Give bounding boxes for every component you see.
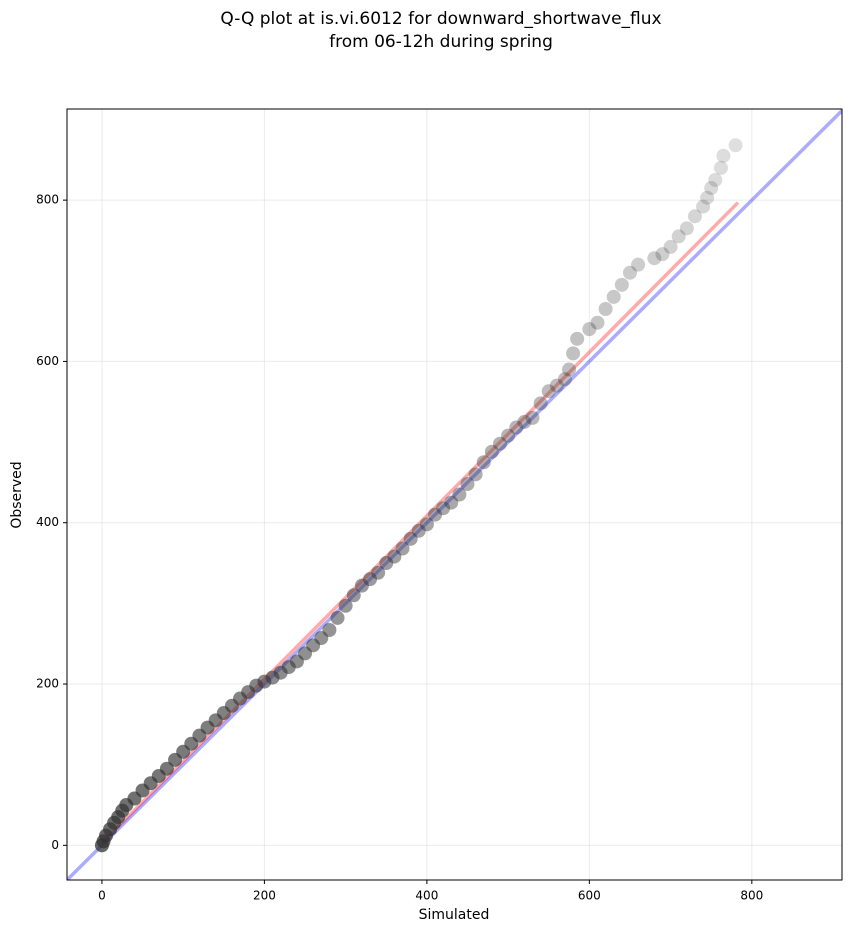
point <box>549 378 564 393</box>
y-tick-label: 400 <box>36 515 59 529</box>
point <box>679 221 694 236</box>
y-tick-label: 0 <box>51 838 59 852</box>
point <box>484 444 499 459</box>
point <box>387 549 402 564</box>
x-tick-label: 200 <box>253 889 276 903</box>
reference-line <box>67 109 842 880</box>
x-tick-label: 800 <box>740 889 763 903</box>
plot-frame <box>66 108 843 881</box>
x-tick-label: 600 <box>578 889 601 903</box>
point <box>159 761 174 776</box>
point <box>533 396 548 411</box>
point <box>428 507 443 522</box>
y-tick-label: 600 <box>36 354 59 368</box>
point <box>436 501 451 516</box>
point <box>713 160 728 175</box>
point <box>371 565 386 580</box>
point <box>338 598 353 613</box>
point <box>562 362 577 377</box>
point <box>354 578 369 593</box>
point <box>687 209 702 224</box>
point <box>566 346 581 361</box>
x-tick-label: 0 <box>98 889 106 903</box>
point <box>476 455 491 470</box>
point <box>708 172 723 187</box>
point <box>598 302 613 317</box>
point <box>570 331 585 346</box>
point <box>655 247 670 262</box>
chart-title: Q-Q plot at is.vi.6012 for downward_shor… <box>220 9 661 29</box>
reference-line <box>100 201 740 845</box>
point <box>452 487 467 502</box>
chart-title: from 06-12h during spring <box>329 32 553 52</box>
point <box>346 588 361 603</box>
y-tick-label: 200 <box>36 677 59 691</box>
point <box>631 257 646 272</box>
point <box>468 467 483 482</box>
point <box>419 517 434 532</box>
point <box>460 477 475 492</box>
point <box>557 372 572 387</box>
point <box>509 420 524 435</box>
point <box>525 410 540 425</box>
y-axis-label: Observed <box>9 461 25 528</box>
point <box>363 572 378 587</box>
point <box>501 428 516 443</box>
point <box>517 414 532 429</box>
point <box>590 315 605 330</box>
point <box>671 229 686 244</box>
point <box>647 251 662 266</box>
point <box>492 436 507 451</box>
point <box>411 523 426 538</box>
point <box>716 148 731 163</box>
point <box>728 138 743 153</box>
point <box>622 265 637 280</box>
point <box>403 531 418 546</box>
point <box>663 239 678 254</box>
point <box>582 322 597 337</box>
point <box>700 190 715 205</box>
point <box>322 622 337 637</box>
point <box>541 384 556 399</box>
point <box>704 181 719 196</box>
point <box>395 541 410 556</box>
point <box>379 556 394 571</box>
point <box>696 199 711 214</box>
plot-area <box>67 109 842 880</box>
point <box>606 289 621 304</box>
point <box>330 610 345 625</box>
point <box>444 495 459 510</box>
point <box>614 277 629 292</box>
x-tick-label: 400 <box>415 889 438 903</box>
y-tick-label: 800 <box>36 193 59 207</box>
x-axis-label: Simulated <box>419 907 490 923</box>
